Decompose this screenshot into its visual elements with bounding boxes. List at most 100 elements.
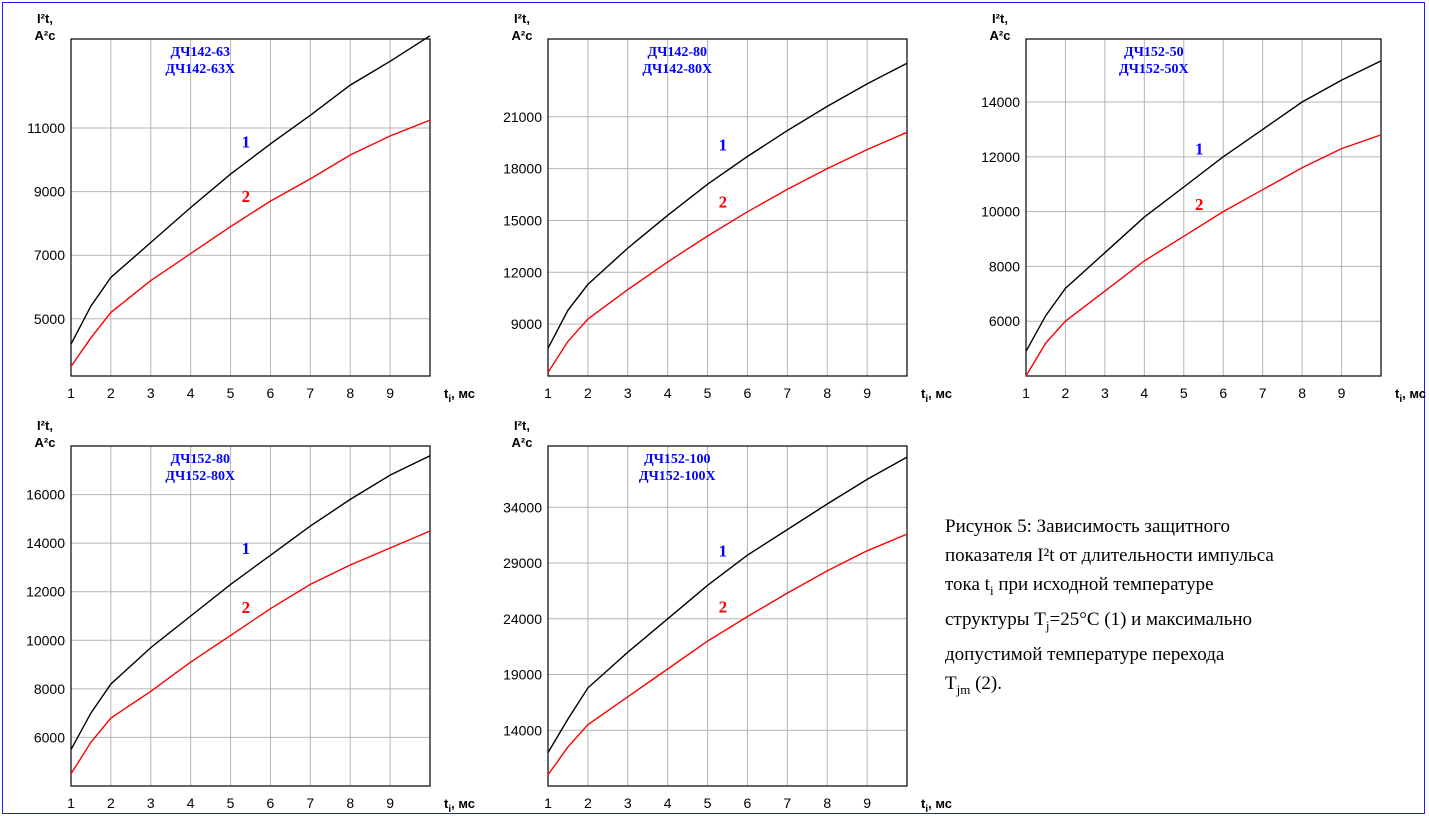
series-line-1 bbox=[1025, 60, 1382, 352]
y-tick-label: 5000 bbox=[34, 311, 65, 327]
x-tick-label: 8 bbox=[346, 795, 354, 811]
curve-label-1: 1 bbox=[719, 136, 728, 155]
y-tick-label: 12000 bbox=[981, 149, 1020, 165]
caption-line-6: Tjm (2). bbox=[945, 669, 1429, 704]
caption-text: =25°C (1) и максимально bbox=[1049, 608, 1253, 630]
x-tick-label: 6 bbox=[267, 795, 275, 811]
x-tick-label: 1 bbox=[67, 385, 75, 401]
x-tick-label: 2 bbox=[584, 795, 592, 811]
x-tick-label: 2 bbox=[107, 795, 115, 811]
plot-frame bbox=[70, 38, 431, 377]
y-tick-label: 7000 bbox=[34, 247, 65, 263]
y-tick-label: 11000 bbox=[27, 120, 65, 136]
x-axis-label: ti, мс bbox=[444, 796, 475, 815]
x-tick-label: 5 bbox=[227, 795, 235, 811]
x-tick-label: 5 bbox=[704, 795, 712, 811]
series-line-2 bbox=[1025, 134, 1382, 377]
x-tick-label: 4 bbox=[187, 795, 195, 811]
x-tick-label: 5 bbox=[1180, 385, 1188, 401]
y-axis-label: I²t, bbox=[514, 418, 530, 433]
series-line-1 bbox=[70, 35, 431, 345]
curve-label-1: 1 bbox=[242, 539, 251, 558]
x-tick-label: 4 bbox=[187, 385, 195, 401]
x-tick-label: 1 bbox=[544, 385, 552, 401]
figure-caption: Рисунок 5: Зависимость защитного показат… bbox=[945, 512, 1429, 703]
y-axis-label: А²с bbox=[512, 28, 533, 43]
plot-frame bbox=[70, 445, 431, 787]
y-tick-label: 14000 bbox=[503, 722, 542, 738]
x-tick-label: 1 bbox=[544, 795, 552, 811]
caption-subscript: j bbox=[1045, 617, 1050, 633]
curve-label-2: 2 bbox=[242, 598, 251, 617]
model-name: ДЧ142-80Х bbox=[642, 62, 712, 77]
y-axis-label: I²t, bbox=[37, 418, 53, 433]
series-line-1 bbox=[70, 455, 431, 750]
x-tick-label: 7 bbox=[1259, 385, 1267, 401]
caption-text: при исходной температуре bbox=[993, 574, 1214, 595]
y-tick-label: 8000 bbox=[34, 681, 65, 697]
curve-label-2: 2 bbox=[1195, 195, 1204, 214]
x-tick-label: 4 bbox=[664, 795, 672, 811]
model-name: ДЧ152-100Х bbox=[639, 469, 716, 484]
curve-label-1: 1 bbox=[242, 133, 251, 152]
model-name: ДЧ152-50 bbox=[1124, 45, 1184, 60]
x-tick-label: 9 bbox=[863, 795, 871, 811]
x-tick-label: 4 bbox=[664, 385, 672, 401]
y-tick-label: 6000 bbox=[34, 729, 65, 745]
series-line-2 bbox=[70, 530, 431, 775]
x-tick-label: 9 bbox=[386, 795, 394, 811]
x-tick-label: 2 bbox=[1062, 385, 1070, 401]
model-name: ДЧ142-63 bbox=[170, 45, 230, 60]
caption-text: структуры T bbox=[945, 608, 1046, 630]
x-tick-label: 9 bbox=[1338, 385, 1346, 401]
x-axis-label: ti, мс bbox=[1395, 386, 1426, 405]
y-axis-label: I²t, bbox=[514, 11, 530, 26]
x-tick-label: 7 bbox=[783, 795, 791, 811]
caption-line-3: тока ti при исходной температуре bbox=[945, 570, 1429, 605]
caption-line-1: Рисунок 5: Зависимость защитного bbox=[945, 516, 1230, 537]
model-name: ДЧ152-80Х bbox=[165, 469, 235, 484]
x-tick-label: 1 bbox=[67, 795, 75, 811]
x-tick-label: 5 bbox=[704, 385, 712, 401]
x-tick-label: 8 bbox=[1298, 385, 1306, 401]
series-line-2 bbox=[70, 119, 431, 367]
y-tick-label: 15000 bbox=[503, 212, 542, 228]
x-tick-label: 4 bbox=[1140, 385, 1148, 401]
x-tick-label: 8 bbox=[346, 385, 354, 401]
curve-label-1: 1 bbox=[1195, 140, 1204, 159]
x-tick-label: 3 bbox=[147, 795, 155, 811]
y-tick-label: 6000 bbox=[989, 313, 1020, 329]
caption-text: тока t bbox=[945, 574, 990, 595]
series-line-2 bbox=[547, 131, 908, 373]
caption-line-2: показателя I²t от длительности импульса bbox=[945, 545, 1274, 566]
y-tick-label: 24000 bbox=[503, 611, 542, 627]
y-axis-label: А²с bbox=[35, 28, 56, 43]
y-tick-label: 34000 bbox=[503, 499, 542, 515]
x-tick-label: 9 bbox=[863, 385, 871, 401]
y-tick-label: 16000 bbox=[26, 487, 65, 503]
model-name: ДЧ142-80 bbox=[647, 45, 707, 60]
x-axis-label: ti, мс bbox=[921, 386, 952, 405]
x-tick-label: 6 bbox=[1219, 385, 1227, 401]
y-tick-label: 9000 bbox=[34, 184, 65, 200]
x-tick-label: 6 bbox=[744, 795, 752, 811]
x-tick-label: 3 bbox=[1101, 385, 1109, 401]
curve-label-2: 2 bbox=[242, 187, 251, 206]
y-axis-label: А²с bbox=[35, 435, 56, 450]
x-tick-label: 3 bbox=[624, 795, 632, 811]
series-line-1 bbox=[547, 62, 908, 349]
y-axis-label: А²с bbox=[990, 28, 1011, 43]
x-tick-label: 3 bbox=[147, 385, 155, 401]
y-tick-label: 10000 bbox=[981, 204, 1020, 220]
model-name: ДЧ152-50Х bbox=[1119, 62, 1189, 77]
y-axis-label: I²t, bbox=[37, 11, 53, 26]
x-tick-label: 2 bbox=[107, 385, 115, 401]
x-tick-label: 7 bbox=[306, 795, 314, 811]
x-tick-label: 7 bbox=[783, 385, 791, 401]
caption-subscript: jm bbox=[956, 681, 971, 697]
caption-subscript: i bbox=[989, 582, 994, 598]
plot-frame bbox=[547, 445, 908, 787]
y-tick-label: 14000 bbox=[26, 535, 65, 551]
chart-3 bbox=[1025, 38, 1382, 377]
